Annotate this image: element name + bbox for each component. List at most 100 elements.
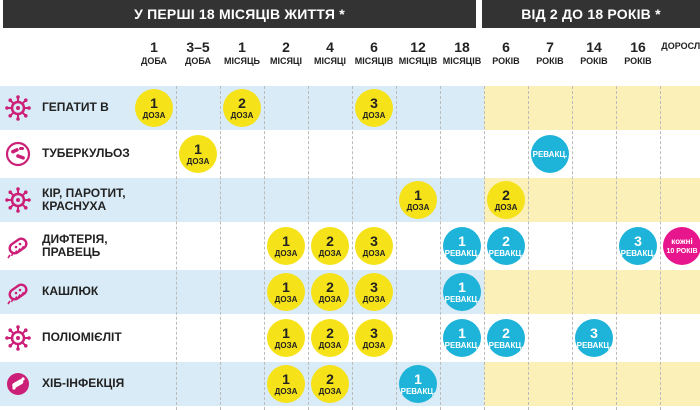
schedule-cell	[440, 132, 484, 176]
column-header-number: 6	[502, 39, 510, 55]
column-header-unit: доба	[140, 55, 168, 66]
disease-label: Гепатит В	[42, 100, 109, 115]
revaccination-badge: 2 ревакц.	[487, 227, 525, 265]
column-header-unit: років	[536, 55, 564, 66]
table-row: Кашлюк 1 доза 2 доза 3 доза 1 ревакц.	[0, 270, 700, 314]
badge-word: доза	[274, 387, 298, 396]
column-header: 6 місяців	[352, 40, 396, 82]
table-row: Гепатит В 1 доза 2 доза 3 доза	[0, 86, 700, 130]
column-header: 18 місяців	[440, 40, 484, 82]
column-header-unit: років	[580, 55, 608, 66]
badge-number: 1	[414, 187, 422, 203]
disease-label: Хіб-інфекція	[42, 376, 125, 391]
column-header: 3–5 доба	[176, 40, 220, 82]
revaccination-badge: 3 ревакц.	[619, 227, 657, 265]
column-header: 14 років	[572, 40, 616, 82]
badge-number: 3	[370, 95, 378, 111]
column-header: 1 місяць	[220, 40, 264, 82]
table-row: Туберкульоз 1 доза ревакц.	[0, 132, 700, 176]
schedule-cell	[220, 362, 264, 406]
column-header-unit: місяць	[223, 55, 260, 66]
column-header: 12 місяців	[396, 40, 440, 82]
column-divider	[352, 86, 353, 410]
column-divider	[484, 86, 485, 410]
dose-badge: 1 доза	[267, 273, 305, 311]
revaccination-badge: 1 ревакц.	[443, 273, 481, 311]
badge-word: доза	[318, 341, 342, 350]
dose-badge: 1 доза	[267, 365, 305, 403]
disease-label: Кашлюк	[42, 284, 99, 299]
badge-word: ревакц.	[488, 249, 524, 258]
schedule-cell	[528, 178, 572, 222]
schedule-cell	[528, 316, 572, 360]
column-header-unit: місяців	[442, 55, 482, 66]
schedule-cell	[528, 362, 572, 406]
schedule-cell	[176, 86, 220, 130]
badge-number: 2	[238, 95, 246, 111]
column-header-unit: місяців	[398, 55, 438, 66]
dose-badge: 3 доза	[355, 319, 393, 357]
badge-word: ревакц.	[532, 150, 568, 159]
schedule-cell	[528, 86, 572, 130]
revaccination-badge: 1 ревакц.	[399, 365, 437, 403]
badge-number: 3	[370, 279, 378, 295]
column-header-number: 1	[238, 39, 246, 55]
badge-number: 2	[502, 325, 510, 341]
schedule-cell	[660, 316, 700, 360]
column-header: 16 років	[616, 40, 660, 82]
schedule-cell	[176, 362, 220, 406]
schedule-cell	[176, 178, 220, 222]
badge-word: доза	[186, 157, 210, 166]
disease-label: Поліомієліт	[42, 330, 122, 345]
schedule-cell	[220, 132, 264, 176]
schedule-cell	[572, 224, 616, 268]
column-header-unit: місяці	[313, 55, 347, 66]
badge-word: доза	[494, 203, 518, 212]
badge-number: 1	[282, 325, 290, 341]
badge-word: доза	[230, 111, 254, 120]
schedule-cell	[440, 178, 484, 222]
schedule-cell	[528, 224, 572, 268]
dose-badge: 1 доза	[399, 181, 437, 219]
dose-badge: 1 доза	[179, 135, 217, 173]
disease-label: Туберкульоз	[42, 146, 130, 161]
column-header-unit: дорослі	[661, 41, 700, 51]
schedule-cell	[132, 270, 176, 314]
badge-number: 2	[502, 233, 510, 249]
badge-word: доза	[406, 203, 430, 212]
schedule-cell	[264, 132, 308, 176]
schedule-cell	[352, 362, 396, 406]
column-header-unit: місяці	[269, 55, 303, 66]
column-header-number: 16	[630, 39, 646, 55]
badge-word: доза	[362, 111, 386, 120]
dose-badge: 1 доза	[135, 89, 173, 127]
badge-word: доза	[362, 295, 386, 304]
schedule-cell	[572, 86, 616, 130]
badge-number: 1	[458, 325, 466, 341]
badge-number: 3	[590, 325, 598, 341]
column-header: 2 місяці	[264, 40, 308, 82]
badge-word: доза	[142, 111, 166, 120]
column-divider	[176, 86, 177, 410]
schedule-cell	[396, 270, 440, 314]
schedule-cell	[176, 270, 220, 314]
badge-number: 1	[458, 233, 466, 249]
badge-word: доза	[274, 295, 298, 304]
schedule-cell	[616, 362, 660, 406]
badge-word: ревакц.	[444, 249, 480, 258]
disease-cell: Кір, паротит, краснуха	[0, 178, 132, 222]
badge-word: доза	[362, 341, 386, 350]
schedule-cell	[352, 132, 396, 176]
schedule-cell	[132, 224, 176, 268]
schedule-cell	[440, 362, 484, 406]
badge-word: доза	[274, 341, 298, 350]
schedule-cell	[484, 86, 528, 130]
badge-number: 1	[282, 233, 290, 249]
dose-badge: 3 доза	[355, 89, 393, 127]
schedule-cell	[660, 86, 700, 130]
schedule-cell	[660, 132, 700, 176]
schedule-cell	[572, 178, 616, 222]
schedule-cell	[616, 316, 660, 360]
disease-cell: Дифтерія, правець	[0, 224, 132, 268]
badge-number: 3	[634, 233, 642, 249]
